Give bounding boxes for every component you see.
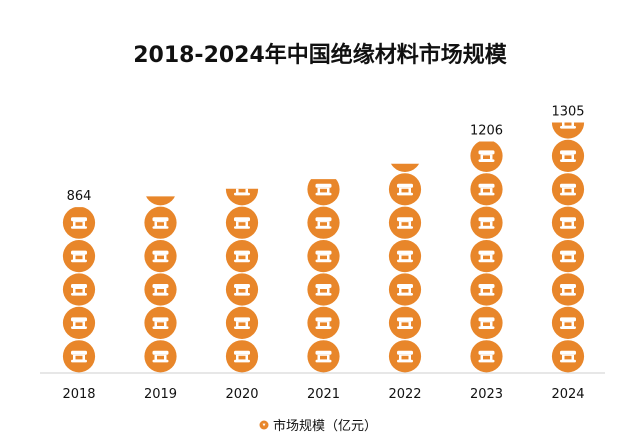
coin-icon <box>307 206 340 239</box>
coin-icon <box>225 273 259 306</box>
coin-icon <box>390 163 420 172</box>
coin-icon <box>551 240 585 273</box>
x-tick-label: 2023 <box>470 387 503 402</box>
data-label: 1206 <box>470 124 503 139</box>
data-label: 1305 <box>551 105 584 120</box>
coin-icon <box>470 141 503 172</box>
coin-icon <box>388 173 422 206</box>
coin-icon <box>62 207 96 239</box>
coin-icon <box>551 273 585 306</box>
x-tick-label: 2020 <box>225 387 258 402</box>
bar <box>307 179 340 373</box>
bar <box>470 141 503 373</box>
bar <box>62 207 96 373</box>
coin-icon <box>144 273 177 306</box>
x-tick-label: 2018 <box>62 387 95 402</box>
coin-icon <box>307 340 340 373</box>
coin-icon <box>388 273 422 306</box>
coin-icon <box>144 206 177 239</box>
coin-icon <box>470 306 503 339</box>
coin-icon <box>307 306 340 339</box>
bar <box>225 188 259 373</box>
bar <box>551 122 585 373</box>
coin-icon <box>551 206 585 239</box>
coin-icon <box>470 206 503 239</box>
coin-icon <box>388 340 422 373</box>
coin-icon <box>62 306 96 339</box>
coin-icon <box>388 306 422 339</box>
coin-icon <box>551 340 585 373</box>
x-tick-label: 2019 <box>144 387 177 402</box>
x-tick-label: 2024 <box>551 387 584 402</box>
coin-icon <box>307 179 340 206</box>
coin-icon <box>146 196 175 206</box>
coin-icon <box>388 206 422 239</box>
coin-icon <box>225 240 259 273</box>
coin-icon <box>62 240 96 273</box>
coin-icon <box>62 340 96 373</box>
x-tick-label: 2021 <box>307 387 340 402</box>
coin-icon <box>551 122 585 139</box>
coin-icon <box>62 273 96 306</box>
coin-icon <box>470 240 503 273</box>
coin-icon <box>225 306 259 339</box>
coin-icon <box>225 340 259 373</box>
coin-icon <box>225 206 259 239</box>
coin-icon <box>307 240 340 273</box>
data-label: 864 <box>67 189 92 204</box>
bars-layer <box>62 122 585 373</box>
x-tick-label: 2022 <box>388 387 421 402</box>
coin-icon <box>144 240 177 273</box>
legend-marker-glyph <box>262 423 266 427</box>
data-labels: 864 1206 1305 <box>67 105 585 205</box>
chart-title: 2018-2024年中国绝缘材料市场规模 <box>133 42 508 68</box>
coin-icon <box>144 306 177 339</box>
legend-label: 市场规模（亿元） <box>273 418 377 434</box>
coin-icon <box>470 173 503 206</box>
bar <box>388 163 422 373</box>
coin-icon <box>307 273 340 306</box>
coin-icon <box>551 173 585 206</box>
coin-icon <box>144 340 177 373</box>
x-tick-labels: 2018 2019 2020 2021 2022 2023 2024 <box>62 387 584 402</box>
coin-icon <box>388 240 422 273</box>
legend: 市场规模（亿元） <box>259 418 377 434</box>
coin-icon <box>470 340 503 373</box>
coin-icon <box>551 306 585 339</box>
coin-icon <box>551 139 585 172</box>
coin-icon <box>225 188 259 206</box>
bar <box>144 196 177 373</box>
coin-icon <box>470 273 503 306</box>
